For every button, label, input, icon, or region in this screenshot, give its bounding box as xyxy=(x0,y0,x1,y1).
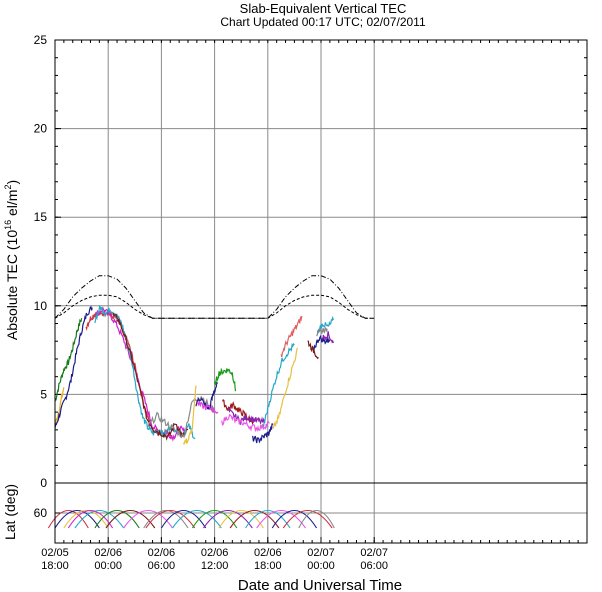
x-tick-date: 02/06 xyxy=(201,547,229,559)
lat-arc xyxy=(160,510,207,529)
ylabel-main: Absolute TEC (10 xyxy=(4,230,20,340)
x-tick-time: 18:00 xyxy=(41,560,69,572)
x-tick-time: 06:00 xyxy=(148,560,176,572)
x-tick-date: 02/07 xyxy=(360,547,388,559)
y-tick-label: 15 xyxy=(34,210,48,224)
lat-tick-label: 60 xyxy=(34,506,48,520)
lat-arc xyxy=(271,510,318,529)
y-tick-label: 25 xyxy=(34,33,48,47)
x-tick-time: 18:00 xyxy=(254,560,282,572)
x-tick-date: 02/06 xyxy=(94,547,122,559)
series-line xyxy=(272,347,298,429)
series-line xyxy=(183,385,197,445)
lat-arc xyxy=(47,510,89,529)
series-line xyxy=(196,400,219,414)
lat-arc xyxy=(256,510,306,529)
lat-arc xyxy=(203,510,253,529)
lat-arc xyxy=(218,510,264,529)
lat-arc xyxy=(74,510,125,529)
lat-arc xyxy=(54,510,100,529)
y-tick-label: 10 xyxy=(34,299,48,313)
reference-curve xyxy=(54,294,375,319)
x-tick-time: 06:00 xyxy=(360,560,388,572)
y-tick-label: 0 xyxy=(40,476,47,490)
x-tick-date: 02/05 xyxy=(41,547,69,559)
series-line xyxy=(94,304,196,440)
lat-arc xyxy=(94,510,140,529)
ylabel-exp1: 16 xyxy=(3,220,13,230)
series-line xyxy=(316,326,328,337)
lat-arc xyxy=(229,510,280,529)
series-line xyxy=(214,367,237,392)
series-line xyxy=(262,342,295,428)
y-tick-label: 20 xyxy=(34,122,48,136)
series-line xyxy=(54,318,83,402)
x-tick-time: 00:00 xyxy=(307,560,335,572)
chart-title: Slab-Equivalent Vertical TEC xyxy=(240,1,407,16)
y-axis-label: Absolute TEC (1016 el/m2) xyxy=(3,180,20,340)
x-tick-time: 00:00 xyxy=(94,560,122,572)
ylabel-exp2: 2 xyxy=(3,185,13,190)
x-tick-time: 12:00 xyxy=(201,560,229,572)
lat-arc xyxy=(298,510,335,529)
series-line xyxy=(95,305,186,442)
chart-subtitle: Chart Updated 00:17 UTC; 02/07/2011 xyxy=(220,15,426,29)
ylabel-end: ) xyxy=(4,180,20,185)
x-tick-date: 02/07 xyxy=(307,547,335,559)
lat-arc xyxy=(145,510,196,529)
lat-arc xyxy=(282,510,333,529)
series-line xyxy=(307,340,319,360)
series-line xyxy=(280,315,303,358)
x-tick-date: 02/06 xyxy=(254,547,282,559)
series-line xyxy=(147,395,216,439)
series-line xyxy=(316,315,334,334)
y-tick-label: 5 xyxy=(40,387,47,401)
series-line xyxy=(54,387,65,427)
x-tick-date: 02/06 xyxy=(148,547,176,559)
tec-plot-area: 051015202502/0518:0002/0600:0002/0606:00… xyxy=(34,33,588,572)
series-line xyxy=(252,423,274,444)
lat-frame xyxy=(54,482,588,544)
lat-arc xyxy=(123,510,173,529)
series-line xyxy=(112,312,189,441)
reference-curve xyxy=(54,275,375,319)
lat-axis-label: Lat (deg) xyxy=(2,484,18,540)
series-line xyxy=(322,331,334,344)
series-line xyxy=(221,413,270,433)
series-line xyxy=(54,305,93,429)
latitude-plot-area: 60 xyxy=(34,482,588,544)
ylabel-mid: el/m xyxy=(4,190,20,220)
series-line xyxy=(222,398,256,425)
lat-arc xyxy=(67,510,114,529)
x-axis-label: Date and Universal Time xyxy=(238,577,402,592)
lat-arc xyxy=(191,510,238,529)
lat-arc xyxy=(245,510,291,529)
series-line xyxy=(313,334,331,351)
lat-arc xyxy=(172,510,222,529)
